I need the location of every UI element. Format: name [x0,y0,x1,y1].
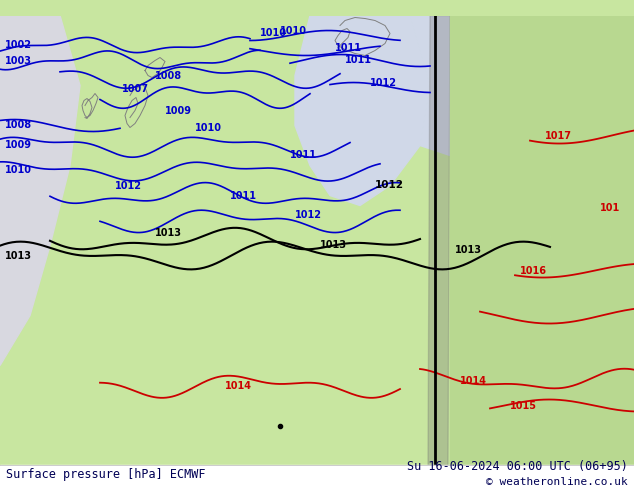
Text: 1013: 1013 [155,227,182,238]
Text: 1011: 1011 [345,54,372,65]
Text: 1010: 1010 [260,27,287,38]
Polygon shape [0,16,80,366]
Text: 1013: 1013 [455,245,482,254]
Text: 1011: 1011 [230,191,257,200]
Text: 1012: 1012 [370,77,397,88]
Text: 1012: 1012 [295,210,322,220]
Text: 1009: 1009 [165,105,192,116]
Text: 1003: 1003 [5,55,32,66]
Text: 1008: 1008 [5,120,32,129]
Text: 101: 101 [600,202,620,213]
Text: 1014: 1014 [460,375,487,386]
Text: © weatheronline.co.uk: © weatheronline.co.uk [486,477,628,487]
Text: Su 16-06-2024 06:00 UTC (06+95): Su 16-06-2024 06:00 UTC (06+95) [407,461,628,473]
Text: 1013: 1013 [5,250,32,261]
Text: Surface pressure [hPa] ECMWF: Surface pressure [hPa] ECMWF [6,468,206,481]
Text: 1008: 1008 [155,71,182,80]
Text: 1009: 1009 [5,140,32,149]
Text: 1016: 1016 [520,266,547,275]
Polygon shape [450,16,634,465]
Bar [0,467,634,490]
Text: 1010: 1010 [195,122,222,132]
Text: 1012: 1012 [375,179,404,190]
Text: 1011: 1011 [335,43,362,52]
Text: 1007: 1007 [122,83,149,94]
Text: 1011: 1011 [290,149,317,160]
Bar [0,465,634,467]
Text: 1012: 1012 [115,180,142,191]
Text: 1002: 1002 [5,40,32,49]
Text: 1014: 1014 [225,381,252,391]
Polygon shape [428,16,450,465]
Polygon shape [295,16,430,205]
Text: 1010: 1010 [280,25,307,35]
Text: 1010: 1010 [5,165,32,174]
Polygon shape [395,16,510,155]
Text: 1015: 1015 [510,400,537,411]
Text: 1017: 1017 [545,130,572,141]
Text: 1013: 1013 [320,240,347,249]
